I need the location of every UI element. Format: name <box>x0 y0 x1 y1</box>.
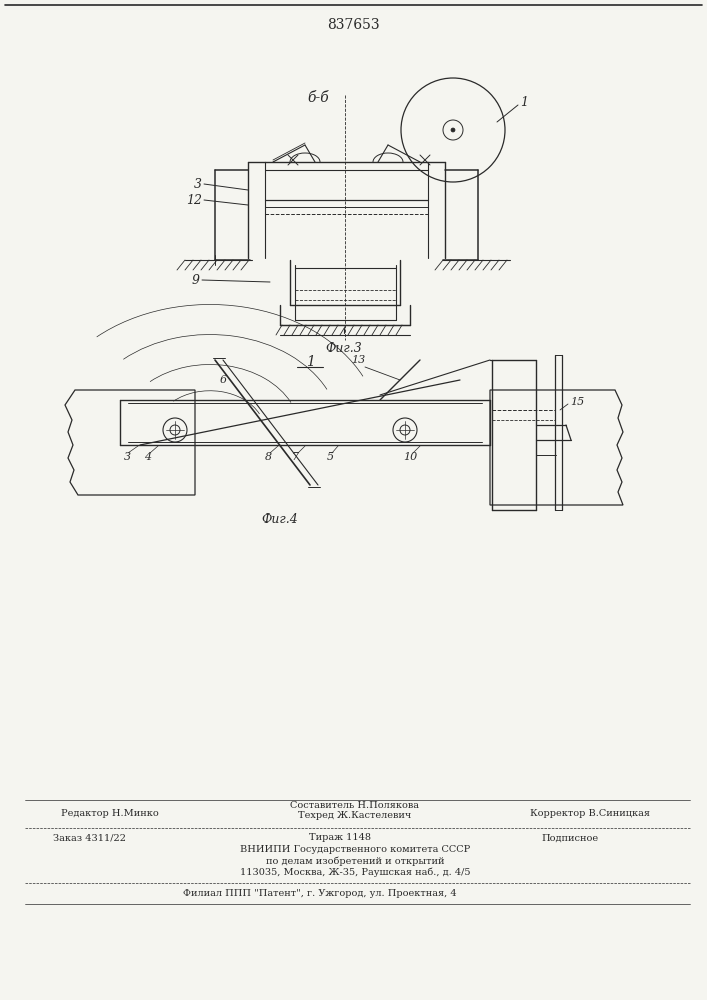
Text: Корректор В.Синицкая: Корректор В.Синицкая <box>530 808 650 818</box>
Text: 4: 4 <box>144 452 151 462</box>
Text: б-б: б-б <box>307 91 329 105</box>
Text: 12: 12 <box>186 194 202 207</box>
Text: 3: 3 <box>194 178 202 190</box>
Text: 6: 6 <box>219 375 226 385</box>
Text: Заказ 4311/22: Заказ 4311/22 <box>54 834 127 842</box>
Text: ВНИИПИ Государственного комитета СССР: ВНИИПИ Государственного комитета СССР <box>240 846 470 854</box>
Text: 13: 13 <box>351 355 365 365</box>
Text: Фиг.4: Фиг.4 <box>262 513 298 526</box>
Text: 9: 9 <box>192 273 200 286</box>
Text: Подписное: Подписное <box>542 834 599 842</box>
Text: 837653: 837653 <box>327 18 380 32</box>
Text: по делам изобретений и открытий: по делам изобретений и открытий <box>266 856 444 866</box>
Text: 15: 15 <box>570 397 584 407</box>
Text: 5: 5 <box>327 452 334 462</box>
Text: Филиал ППП "Патент", г. Ужгород, ул. Проектная, 4: Филиал ППП "Патент", г. Ужгород, ул. Про… <box>183 888 457 898</box>
Text: Техред Ж.Кастелевич: Техред Ж.Кастелевич <box>298 812 411 820</box>
Circle shape <box>451 128 455 132</box>
Text: 7: 7 <box>291 452 298 462</box>
Text: 1: 1 <box>520 96 528 108</box>
Text: Тираж 1148: Тираж 1148 <box>309 834 371 842</box>
Text: Фиг.3: Фиг.3 <box>326 342 363 355</box>
Text: 8: 8 <box>264 452 271 462</box>
Text: Составитель Н.Полякова: Составитель Н.Полякова <box>291 802 419 810</box>
Text: 3: 3 <box>124 452 131 462</box>
Text: Редактор Н.Минко: Редактор Н.Минко <box>61 808 159 818</box>
Text: 10: 10 <box>403 452 417 462</box>
Text: 1: 1 <box>305 355 315 369</box>
Text: 113035, Москва, Ж-35, Раушская наб., д. 4/5: 113035, Москва, Ж-35, Раушская наб., д. … <box>240 867 470 877</box>
